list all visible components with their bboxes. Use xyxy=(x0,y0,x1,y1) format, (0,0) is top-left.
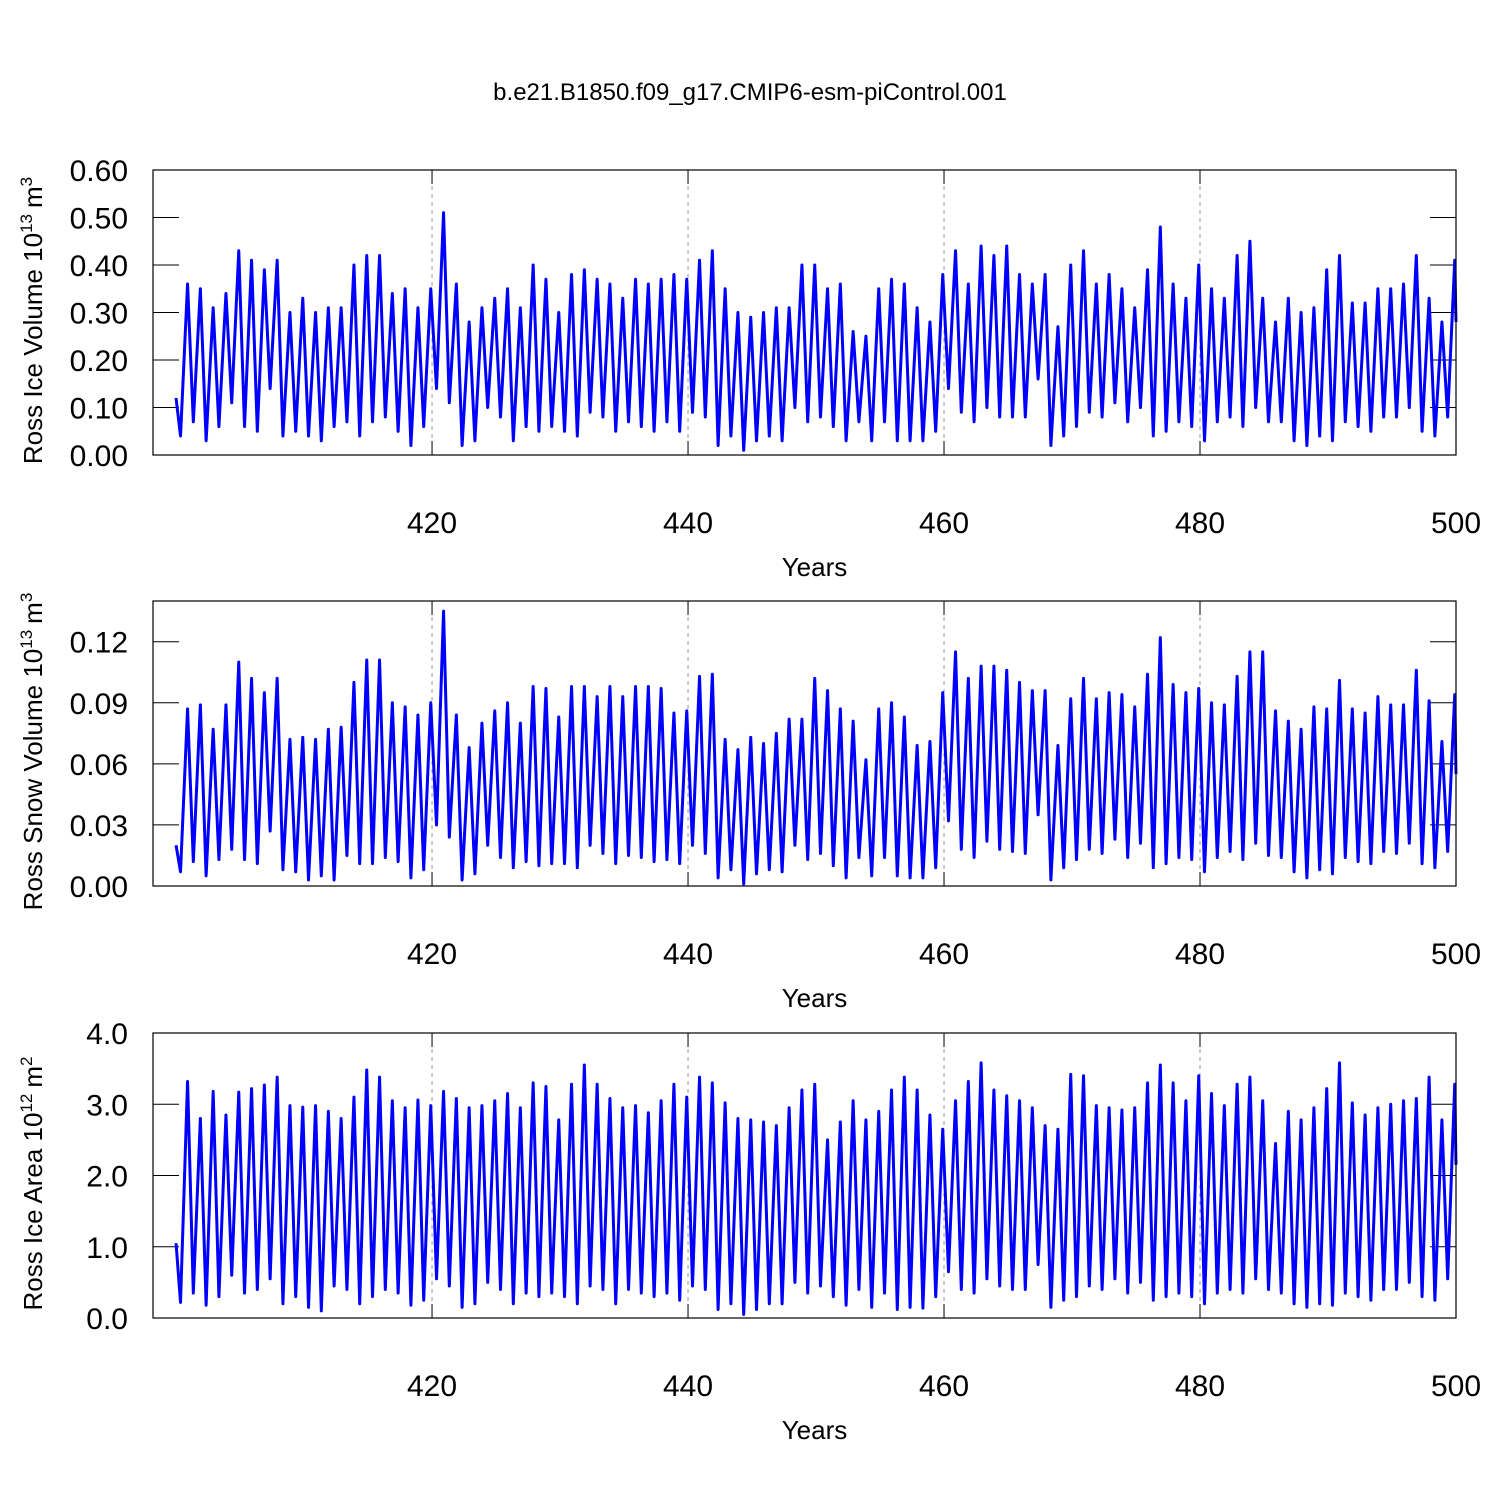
y-tick-label: 0.0 xyxy=(86,1303,128,1336)
x-tick-label: 480 xyxy=(1175,938,1225,971)
x-tick-label: 420 xyxy=(407,507,457,540)
y-tick-label: 0.00 xyxy=(70,440,128,473)
plot-frame xyxy=(152,600,1457,887)
y-axis-label: Ross Snow Volume 1013 m3 xyxy=(17,593,48,911)
y-tick-label: 0.09 xyxy=(70,688,128,721)
y-label-unit: m xyxy=(18,602,48,624)
y-tick-label: 2.0 xyxy=(86,1161,128,1194)
plot-frame xyxy=(152,1032,1457,1319)
y-tick-label: 0.60 xyxy=(70,155,128,188)
x-tick-label: 440 xyxy=(663,938,713,971)
y-tick-label: 0.30 xyxy=(70,298,128,331)
y-axis-label: Ross Ice Volume 1013 m3 xyxy=(17,177,48,464)
x-tick-label: 460 xyxy=(919,1370,969,1403)
y-tick-label: 3.0 xyxy=(86,1089,128,1122)
y-tick-label: 0.12 xyxy=(70,627,128,660)
y-tick-label: 0.40 xyxy=(70,250,128,283)
y-tick-label: 1.0 xyxy=(86,1232,128,1265)
x-tick-label: 420 xyxy=(407,1370,457,1403)
y-tick-label: 4.0 xyxy=(86,1018,128,1051)
y-label-unit-exp: 2 xyxy=(17,1056,36,1065)
x-tick-label: 440 xyxy=(663,1370,713,1403)
figure-title: b.e21.B1850.f09_g17.CMIP6-esm-piControl.… xyxy=(493,79,1007,106)
x-tick-label: 500 xyxy=(1431,507,1481,540)
x-tick-label: 480 xyxy=(1175,507,1225,540)
x-tick-label: 480 xyxy=(1175,1370,1225,1403)
y-label-unit: m xyxy=(18,1066,48,1088)
y-label-text: Ross Ice Area 10 xyxy=(18,1113,48,1311)
data-line xyxy=(174,609,1458,886)
y-label-text: Ross Ice Volume 10 xyxy=(18,233,48,464)
x-tick-label: 460 xyxy=(919,938,969,971)
x-tick-label: 500 xyxy=(1431,1370,1481,1403)
y-tick-label: 0.03 xyxy=(70,810,128,843)
x-tick-label: 420 xyxy=(407,938,457,971)
y-label-unit: m xyxy=(18,186,48,208)
x-tick-label: 500 xyxy=(1431,938,1481,971)
y-tick-label: 0.10 xyxy=(70,393,128,426)
y-tick-label: 0.50 xyxy=(70,203,128,236)
y-label-unit-exp: 3 xyxy=(17,593,36,602)
x-axis-label: Years xyxy=(782,552,848,582)
x-tick-label: 440 xyxy=(663,507,713,540)
plot-frame xyxy=(152,169,1457,456)
y-label-text: Ross Snow Volume 10 xyxy=(18,649,48,911)
y-label-unit-exp: 3 xyxy=(17,177,36,186)
y-label-exp: 13 xyxy=(17,214,36,233)
x-axis-label: Years xyxy=(782,983,848,1013)
y-tick-label: 0.06 xyxy=(70,749,128,782)
x-axis-label: Years xyxy=(782,1415,848,1445)
y-tick-label: 0.00 xyxy=(70,871,128,904)
data-line xyxy=(174,1061,1458,1316)
y-tick-label: 0.20 xyxy=(70,345,128,378)
data-line xyxy=(174,211,1458,452)
y-label-exp: 13 xyxy=(17,630,36,649)
y-axis-label: Ross Ice Area 1012 m2 xyxy=(17,1056,48,1310)
y-label-exp: 12 xyxy=(17,1094,36,1113)
x-tick-label: 460 xyxy=(919,507,969,540)
